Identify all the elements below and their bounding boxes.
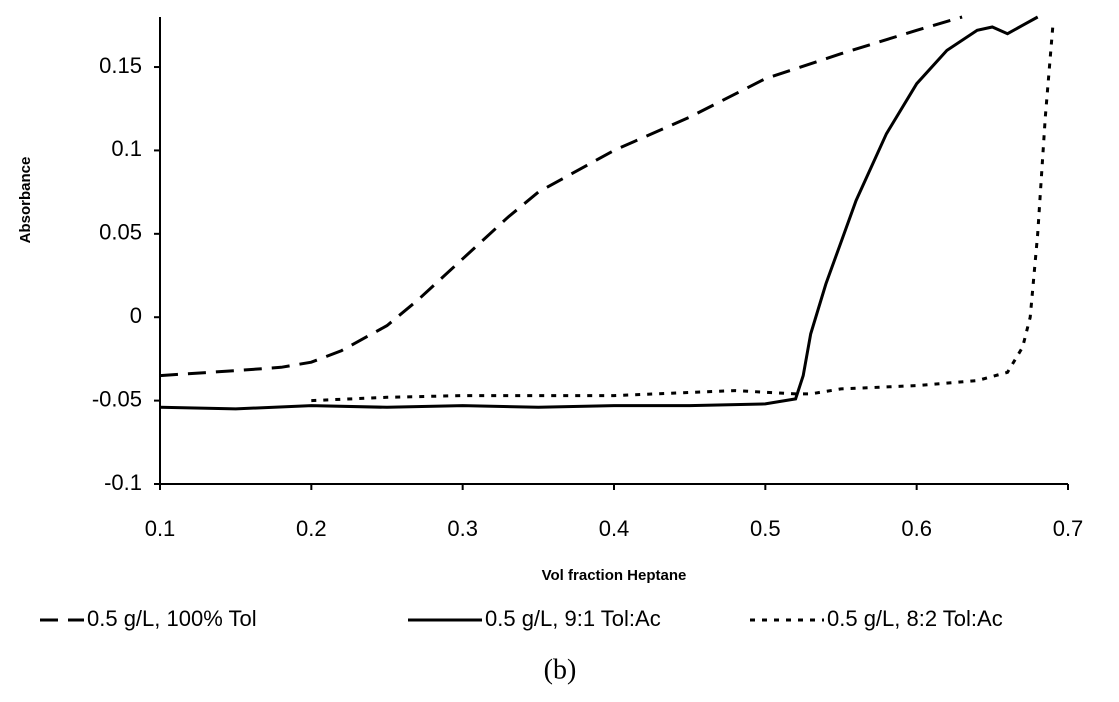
legend-label: 0.5 g/L, 8:2 Tol:Ac [827, 606, 1003, 631]
y-tick-label: 0.1 [111, 136, 142, 161]
y-tick-label: 0.05 [99, 220, 142, 245]
x-tick-label: 0.1 [145, 516, 176, 541]
legend-label: 0.5 g/L, 100% Tol [87, 606, 257, 631]
y-axis-title: Absorbance [17, 157, 34, 244]
x-tick-label: 0.7 [1053, 516, 1084, 541]
series-line [159, 15, 1039, 411]
series-line [159, 15, 963, 378]
x-axis-title: Vol fraction Heptane [542, 567, 687, 584]
x-tick-label: 0.2 [296, 516, 327, 541]
y-tick-label: 0 [130, 303, 142, 328]
y-tick-label: 0.15 [99, 53, 142, 78]
x-tick-label: 0.5 [750, 516, 781, 541]
x-tick-label: 0.4 [599, 516, 630, 541]
x-tick-label: 0.6 [901, 516, 932, 541]
y-tick-label: -0.1 [104, 470, 142, 495]
legend-label: 0.5 g/L, 9:1 Tol:Ac [485, 606, 661, 631]
caption: (b) [544, 654, 577, 685]
series-line [311, 25, 1055, 403]
x-tick-label: 0.3 [447, 516, 478, 541]
y-tick-label: -0.05 [92, 386, 142, 411]
